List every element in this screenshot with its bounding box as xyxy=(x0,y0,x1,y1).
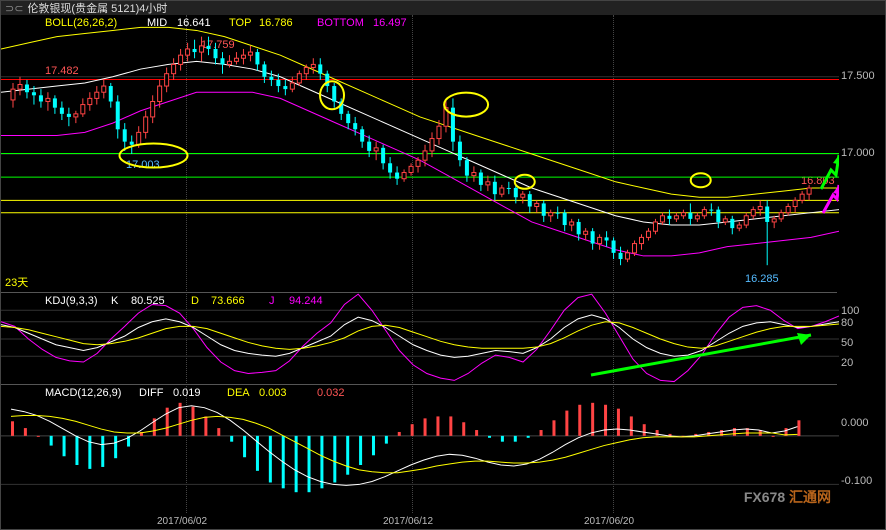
macd-y-axis: 0.000 -0.100 xyxy=(837,385,885,501)
boll-mid-label: MID xyxy=(147,17,167,29)
kdj-d-label: D xyxy=(191,295,199,307)
y-tick: 17.500 xyxy=(841,70,875,82)
days-label: 23天 xyxy=(5,274,28,290)
price-annotation: 16.285 xyxy=(745,273,779,285)
macd-label: MACD(12,26,9) xyxy=(45,387,121,399)
y-tick: -0.100 xyxy=(841,475,872,487)
boll-bottom-value: 16.497 xyxy=(373,17,407,29)
macd-svg xyxy=(1,385,839,501)
y-tick: 17.000 xyxy=(841,147,875,159)
x-tick: 2017/06/20 xyxy=(584,516,634,527)
main-y-axis: 17.500 17.000 xyxy=(837,15,885,293)
y-tick: 50 xyxy=(841,337,853,349)
chart-title: 伦敦银现(贵金属 5121)4小时 xyxy=(27,0,167,16)
watermark: FX678 汇通网 xyxy=(744,487,831,507)
main-chart-svg xyxy=(1,15,839,293)
price-annotation: 16.803 xyxy=(801,175,835,187)
kdj-j-value: 94.244 xyxy=(289,295,323,307)
kdj-y-axis: 100 80 50 20 xyxy=(837,293,885,385)
macd-hist-value: 0.032 xyxy=(317,387,345,399)
macd-diff-label: DIFF xyxy=(139,387,163,399)
kdj-k-value: 80.525 xyxy=(131,295,165,307)
x-tick: 2017/06/02 xyxy=(157,516,207,527)
kdj-panel[interactable]: KDJ(9,3,3) K 80.525 D 73.666 J 94.244 xyxy=(1,293,837,385)
kdj-d-value: 73.666 xyxy=(211,295,245,307)
macd-dea-label: DEA xyxy=(227,387,250,399)
macd-diff-value: 0.019 xyxy=(173,387,201,399)
boll-top-label: TOP xyxy=(229,17,251,29)
boll-bottom-label: BOTTOM xyxy=(317,17,364,29)
kdj-j-label: J xyxy=(269,295,275,307)
y-tick: 100 xyxy=(841,305,859,317)
macd-dea-value: 0.003 xyxy=(259,387,287,399)
boll-mid-value: 16.641 xyxy=(177,17,211,29)
price-annotation: 17.482 xyxy=(45,65,79,77)
kdj-svg xyxy=(1,293,839,385)
price-annotation: 17.759 xyxy=(201,39,235,51)
kdj-label: KDJ(9,3,3) xyxy=(45,295,98,307)
main-price-chart[interactable]: BOLL(26,26,2) MID 16.641 TOP 16.786 BOTT… xyxy=(1,15,837,293)
chart-container: ⊃⊂ 伦敦银现(贵金属 5121)4小时 BOLL(26,26,2) MID 1… xyxy=(0,0,886,530)
price-annotation: 17.003 xyxy=(126,159,160,171)
boll-top-value: 16.786 xyxy=(259,17,293,29)
macd-panel[interactable]: MACD(12,26,9) DIFF 0.019 DEA 0.003 0.032 xyxy=(1,385,837,501)
y-tick: 80 xyxy=(841,317,853,329)
y-tick: 0.000 xyxy=(841,417,869,429)
title-bar: ⊃⊂ 伦敦银现(贵金属 5121)4小时 xyxy=(1,1,885,15)
x-tick: 2017/06/12 xyxy=(383,516,433,527)
x-axis: 2017/06/02 2017/06/12 2017/06/20 xyxy=(1,513,837,529)
kdj-k-label: K xyxy=(111,295,118,307)
link-icon: ⊃⊂ xyxy=(5,2,23,15)
boll-label: BOLL(26,26,2) xyxy=(45,17,117,29)
y-tick: 20 xyxy=(841,357,853,369)
